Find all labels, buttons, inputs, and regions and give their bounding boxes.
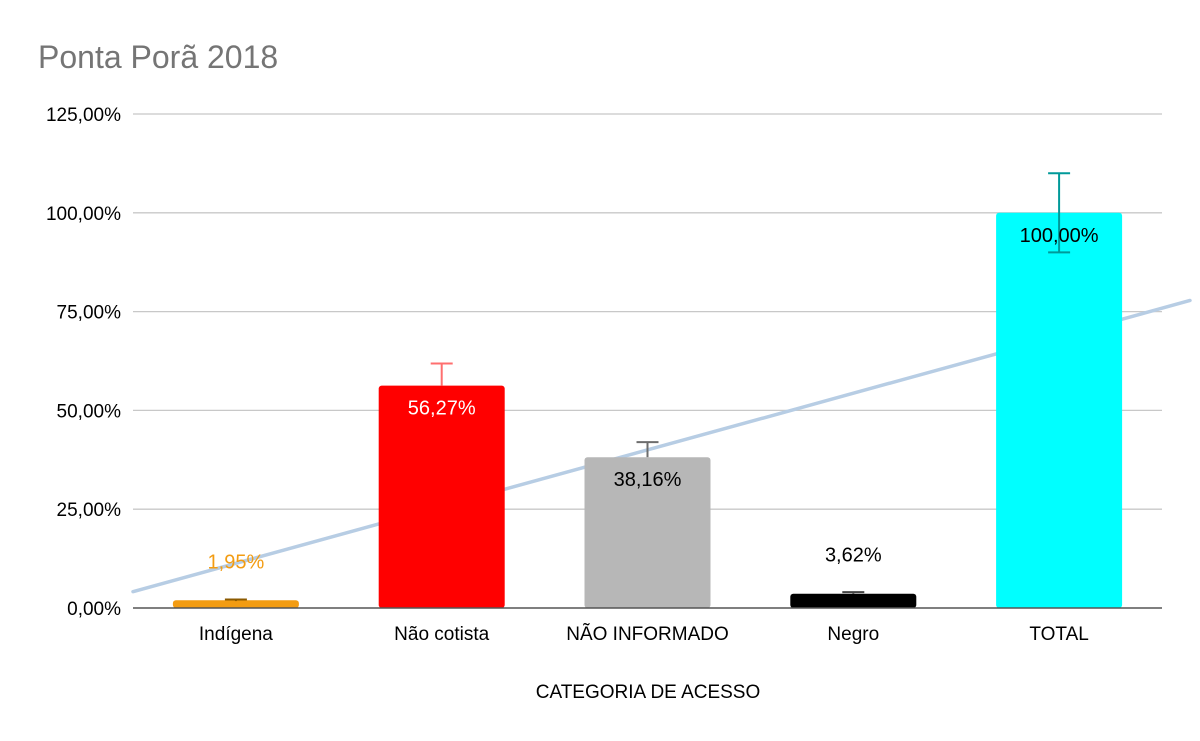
x-category-label: NÃO INFORMADO xyxy=(566,623,729,645)
data-label: 100,00% xyxy=(1020,225,1099,247)
y-tick-label: 75,00% xyxy=(57,303,122,324)
data-label: 56,27% xyxy=(408,398,476,420)
gridlines xyxy=(133,113,1162,510)
bar xyxy=(790,593,917,608)
chart-title: Ponta Porã 2018 xyxy=(38,39,278,75)
bar xyxy=(996,212,1123,609)
error-bars xyxy=(224,172,1071,602)
bar xyxy=(172,600,299,608)
y-tick-label: 50,00% xyxy=(57,401,122,422)
x-category-label: Não cotista xyxy=(394,624,489,645)
data-label: 1,95% xyxy=(208,551,265,573)
x-axis-label: CATEGORIA DE ACESSO xyxy=(536,682,761,703)
bar xyxy=(584,457,711,608)
y-axis-ticks: 0,00% 25,00% 50,00% 75,00% 100,00% 125,00% xyxy=(46,105,121,620)
x-category-label: Negro xyxy=(827,624,879,645)
y-tick-label: 25,00% xyxy=(57,500,122,521)
bars xyxy=(172,212,1123,609)
bar xyxy=(378,385,505,608)
x-axis-categories: Indígena Não cotista NÃO INFORMADO Negro TOT… xyxy=(199,623,1089,645)
data-label: 3,62% xyxy=(825,545,882,567)
y-tick-label: 125,00% xyxy=(46,105,121,126)
x-category-label: TOTAL xyxy=(1029,624,1088,645)
x-category-label: Indígena xyxy=(199,624,273,645)
y-tick-label: 0,00% xyxy=(67,599,121,620)
y-tick-label: 100,00% xyxy=(46,204,121,225)
data-labels: 1,95% 56,27% 38,16% 3,62% 100,00% xyxy=(208,225,1099,573)
data-label: 38,16% xyxy=(614,469,682,491)
